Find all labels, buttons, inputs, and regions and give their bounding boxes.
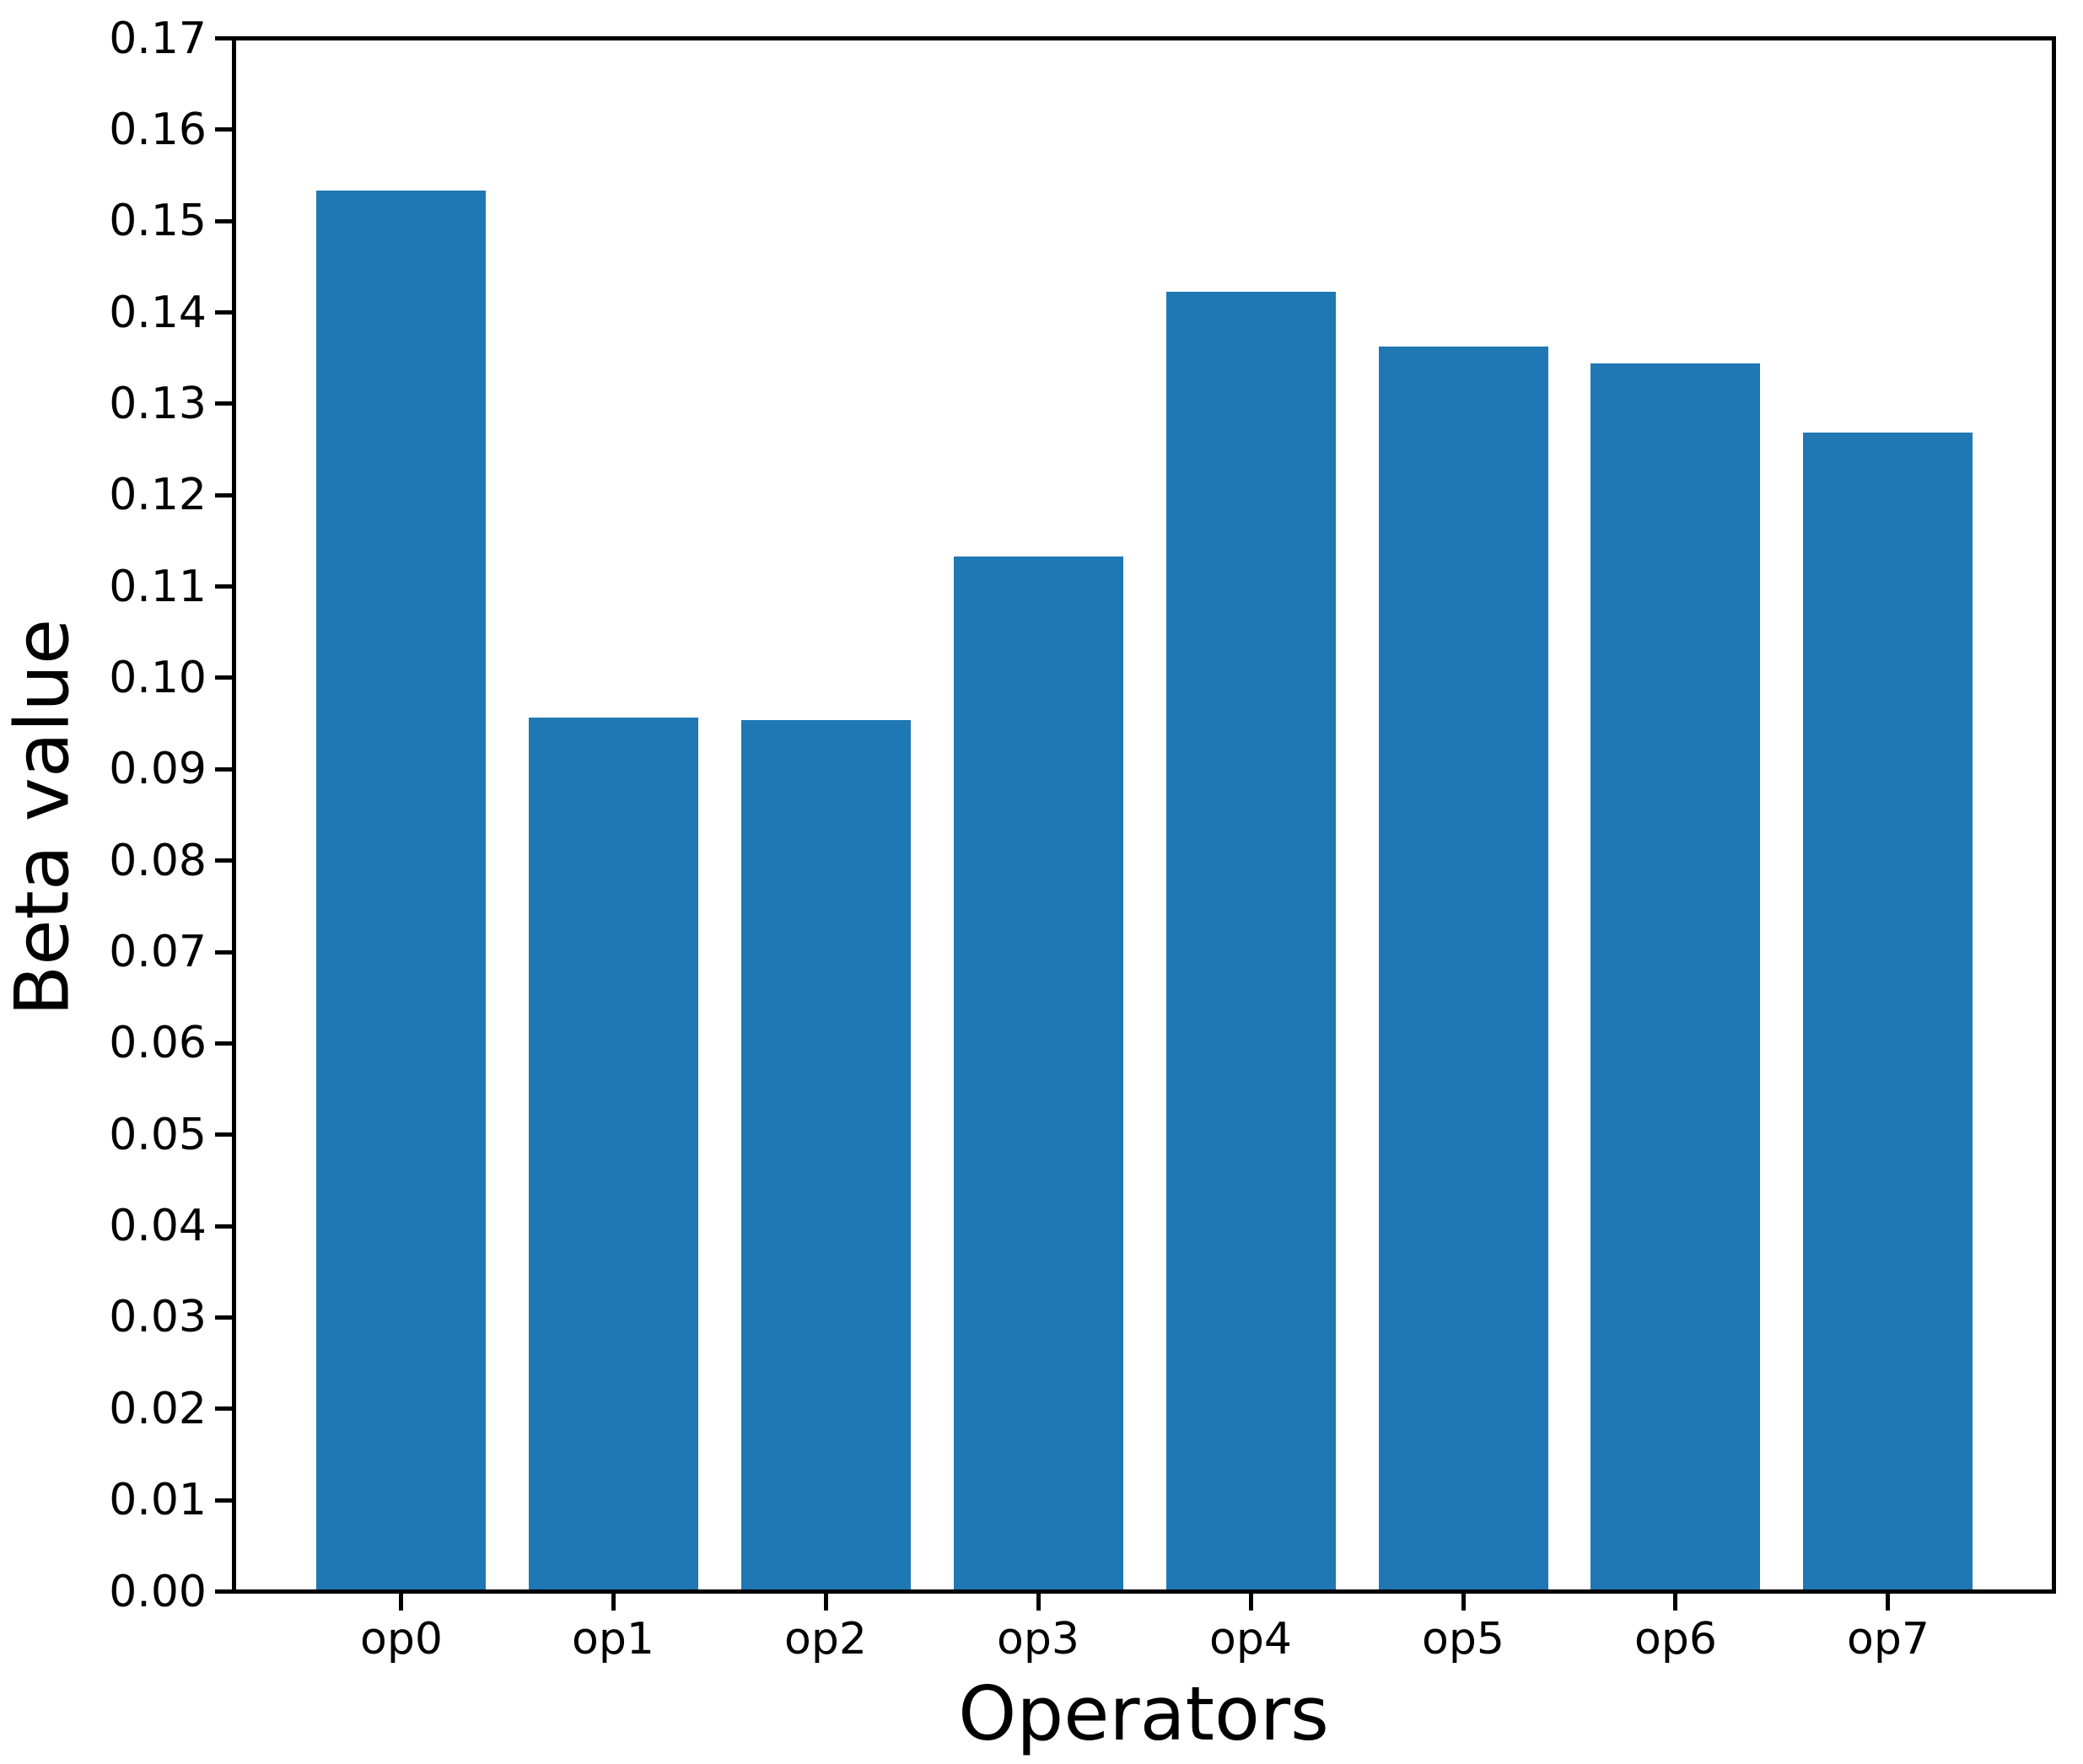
y-tick-label: 0.09 — [109, 744, 207, 794]
bar-op4 — [1165, 292, 1336, 1589]
x-tick-mark — [1036, 1594, 1041, 1611]
y-tick-label: 0.05 — [109, 1110, 207, 1160]
x-axis-title: Operators — [958, 1670, 1329, 1757]
y-tick-mark — [215, 675, 232, 680]
x-tick-label-op7: op7 — [1847, 1614, 1930, 1665]
y-tick-label: 0.02 — [109, 1384, 207, 1434]
y-tick-label: 0.14 — [109, 288, 207, 338]
bar-op3 — [953, 557, 1123, 1589]
y-tick-mark — [215, 1315, 232, 1320]
y-tick-mark — [215, 127, 232, 132]
y-tick-label: 0.17 — [109, 13, 207, 64]
y-tick-label: 0.06 — [109, 1018, 207, 1068]
x-tick-mark — [1673, 1594, 1677, 1611]
y-tick-mark — [215, 584, 232, 589]
y-tick-mark — [215, 1132, 232, 1137]
y-tick-mark — [215, 310, 232, 315]
x-tick-mark — [824, 1594, 828, 1611]
x-tick-label-op6: op6 — [1634, 1614, 1717, 1665]
y-tick-mark — [215, 219, 232, 223]
bar-op6 — [1591, 363, 1761, 1589]
y-tick-label: 0.00 — [109, 1567, 207, 1617]
y-tick-label: 0.11 — [109, 562, 207, 612]
y-tick-mark — [215, 1041, 232, 1046]
y-tick-mark — [215, 858, 232, 863]
x-tick-label-op4: op4 — [1209, 1614, 1292, 1665]
y-tick-label: 0.04 — [109, 1201, 207, 1251]
y-tick-label: 0.08 — [109, 836, 207, 886]
bar-op2 — [740, 720, 911, 1589]
y-tick-label: 0.01 — [109, 1475, 207, 1525]
x-tick-label-op0: op0 — [360, 1614, 443, 1665]
bar-op5 — [1378, 347, 1548, 1589]
y-tick-mark — [215, 1406, 232, 1411]
y-tick-mark — [215, 36, 232, 40]
y-tick-mark — [215, 950, 232, 955]
y-tick-mark — [215, 1589, 232, 1594]
x-tick-mark — [399, 1594, 403, 1611]
x-tick-label-op2: op2 — [784, 1614, 867, 1665]
plot-area — [232, 36, 2056, 1594]
y-tick-mark — [215, 493, 232, 497]
y-tick-mark — [215, 401, 232, 406]
x-tick-mark — [1461, 1594, 1466, 1611]
bar-op0 — [316, 191, 486, 1589]
y-tick-mark — [215, 1224, 232, 1229]
x-tick-label-op5: op5 — [1422, 1614, 1504, 1665]
y-tick-label: 0.13 — [109, 379, 207, 429]
x-tick-label-op3: op3 — [997, 1614, 1079, 1665]
y-tick-label: 0.16 — [109, 105, 207, 155]
bar-op1 — [528, 718, 698, 1589]
y-axis-title: Beta value — [0, 618, 86, 1017]
y-tick-label: 0.03 — [109, 1292, 207, 1342]
y-tick-mark — [215, 1498, 232, 1503]
x-tick-mark — [1249, 1594, 1253, 1611]
x-tick-label-op1: op1 — [572, 1614, 654, 1665]
y-tick-label: 0.07 — [109, 927, 207, 977]
x-tick-mark — [1886, 1594, 1890, 1611]
y-tick-label: 0.15 — [109, 196, 207, 246]
x-tick-mark — [611, 1594, 616, 1611]
y-tick-mark — [215, 767, 232, 772]
bar-op7 — [1803, 433, 1973, 1589]
y-tick-label: 0.10 — [109, 653, 207, 703]
y-tick-label: 0.12 — [109, 470, 207, 520]
